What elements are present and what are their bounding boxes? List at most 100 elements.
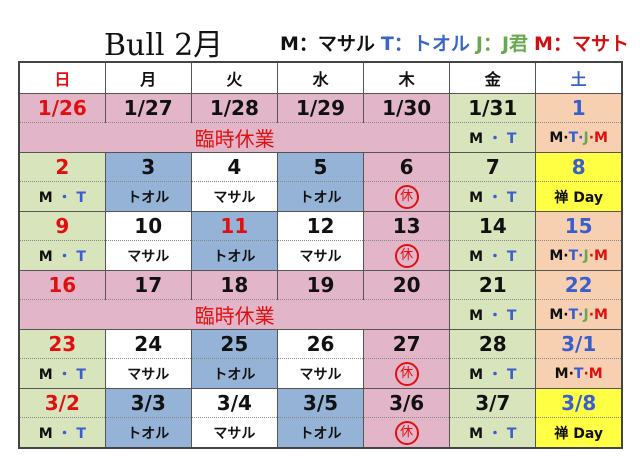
staff-label: トオル (299, 425, 342, 442)
closed-day-icon: 休 (394, 361, 419, 386)
weekday-4: 木 (363, 61, 451, 94)
day-cell: 20 (363, 270, 451, 300)
day-cell: 3/8 (535, 388, 623, 418)
staff-label: トオル (299, 189, 342, 206)
staff-cell: M·T·M (535, 358, 623, 389)
staff-cell: マサル (104, 358, 192, 389)
staff-label: T (501, 307, 517, 324)
staff-label: · (578, 129, 584, 146)
staff-legend: M：マサル T：トオル J：J君 M：マサト (280, 29, 635, 56)
day-cell: 1/31 (449, 93, 537, 123)
staff-cell: M·T·J·M (535, 122, 623, 153)
staff-label: T (501, 189, 517, 206)
day-cell: 1/29 (276, 93, 365, 123)
staff-label: · (588, 247, 595, 264)
staff-label: J (583, 129, 589, 146)
staff-cell: マサル (276, 240, 365, 271)
day-cell: 14 (449, 211, 537, 241)
day-cell: 1/28 (190, 93, 278, 123)
staff-label: M (549, 306, 564, 323)
day-cell: 3/2 (18, 388, 106, 418)
staff-label: ・ (487, 248, 502, 265)
date-row: 23 24 25 26 27 28 3/1 (18, 329, 623, 359)
staff-label: M (38, 248, 58, 265)
day-cell: 10 (104, 211, 192, 241)
day-cell: 23 (18, 329, 106, 359)
staff-cell: M ・ T (449, 240, 537, 271)
staff-label: ・ (57, 248, 72, 265)
day-cell: 1/27 (104, 93, 192, 123)
staff-label: マサル (299, 248, 342, 265)
staff-label: T (501, 130, 517, 147)
staff-label: · (568, 365, 574, 382)
legend-masaru: M：マサル (280, 33, 375, 55)
weekday-1: 月 (104, 61, 192, 94)
weekday-2: 火 (190, 61, 278, 94)
closed-day-icon: 休 (394, 420, 419, 445)
date-row: 1/26 1/27 1/28 1/29 1/30 1/31 1 (18, 93, 623, 123)
staff-label: · (588, 129, 595, 146)
staff-label: ・ (57, 366, 72, 383)
staff-label: J (583, 306, 589, 323)
staff-label: マサル (127, 248, 170, 265)
staff-label: トオル (127, 425, 170, 442)
staff-cell: M ・ T (449, 122, 537, 153)
staff-cell: M ・ T (449, 358, 537, 389)
staff-label: M (549, 129, 564, 146)
staff-label: T (568, 247, 579, 264)
day-cell: 22 (535, 270, 623, 300)
staff-label: M (469, 425, 488, 442)
staff-cell: マサル (190, 417, 278, 449)
schedule-calendar: 日月火水木金土 1/26 1/27 1/28 1/29 1/30 1/31 1 臨時休業 M ・… (18, 61, 623, 449)
weekday-3: 水 (276, 61, 365, 94)
staff-cell: マサル (276, 358, 365, 389)
staff-cell: トオル (276, 181, 365, 212)
staff-label: T (573, 365, 584, 382)
staff-label: M (38, 366, 58, 383)
staff-label: マサル (127, 366, 170, 383)
day-cell: 11 (190, 211, 278, 241)
staff-label: ・ (487, 130, 502, 147)
day-cell: 1 (535, 93, 623, 123)
staff-label: ・ (487, 189, 502, 206)
staff-label: M (469, 307, 488, 324)
day-cell: 9 (18, 211, 106, 241)
day-cell: 3 (104, 152, 192, 182)
day-cell: 1/26 (18, 93, 106, 123)
day-cell: 12 (276, 211, 365, 241)
staff-label: M (469, 189, 488, 206)
staff-cell: M ・ T (449, 181, 537, 212)
staff-label: ・ (487, 366, 502, 383)
staff-label: T (568, 306, 579, 323)
staff-cell: トオル (104, 417, 192, 449)
day-cell: 8 (535, 152, 623, 182)
staff-label: M (38, 425, 58, 442)
staff-label: · (578, 247, 584, 264)
staff-cell: トオル (190, 240, 278, 271)
staff-row: 臨時休業 M ・ T M·T·J·M (18, 122, 623, 153)
day-cell: 18 (190, 270, 278, 300)
staff-label: · (588, 306, 595, 323)
staff-cell: M ・ T (449, 417, 537, 449)
staff-cell: M ・ T (449, 299, 537, 330)
date-row: 3/2 3/3 3/4 3/5 3/6 3/7 3/8 (18, 388, 623, 418)
staff-cell: 休 (363, 358, 451, 389)
staff-cell: マサル (104, 240, 192, 271)
staff-cell: トオル (104, 181, 192, 212)
staff-cell: マサル (190, 181, 278, 212)
day-cell: 1/30 (363, 93, 451, 123)
weekday-0: 日 (18, 61, 106, 94)
day-cell: 3/4 (190, 388, 278, 418)
staff-label: T (71, 425, 86, 442)
staff-label: M (554, 365, 569, 382)
staff-label: M (38, 189, 58, 206)
staff-label: · (583, 365, 589, 382)
legend-j: J：J君 (475, 33, 529, 55)
staff-cell: 休 (363, 417, 451, 449)
staff-label: ・ (487, 425, 502, 442)
day-cell: 21 (449, 270, 537, 300)
staff-label: M (469, 130, 488, 147)
staff-label: M (469, 366, 488, 383)
staff-label: M (469, 248, 488, 265)
